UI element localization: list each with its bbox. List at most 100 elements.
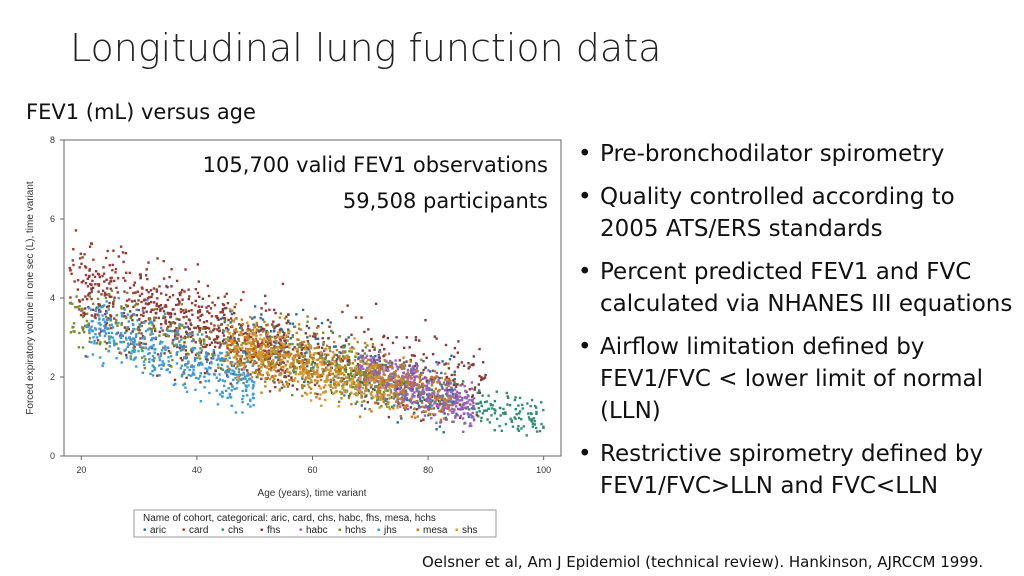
scatter-point-jhs (143, 355, 146, 358)
scatter-point-aric (273, 344, 276, 348)
scatter-point-habc (445, 418, 448, 421)
scatter-point-mesa (283, 385, 286, 388)
scatter-point-shs (387, 401, 390, 404)
scatter-point-fhs (147, 261, 150, 264)
scatter-point-jhs (185, 325, 188, 329)
scatter-point-jhs (185, 390, 189, 394)
scatter-point-fhs (316, 392, 319, 396)
scatter-point-jhs (97, 314, 100, 317)
scatter-point-jhs (249, 398, 252, 401)
scatter-point-mesa (354, 367, 357, 370)
scatter-point-fhs (313, 383, 317, 387)
scatter-point-jhs (228, 392, 231, 396)
scatter-point-shs (254, 335, 258, 338)
scatter-point-hchs (201, 327, 205, 330)
scatter-point-jhs (212, 349, 215, 352)
scatter-point-chs (462, 380, 465, 383)
scatter-point-jhs (164, 348, 167, 351)
scatter-point-shs (279, 373, 282, 377)
scatter-point-aric (340, 351, 343, 355)
scatter-point-habc (435, 371, 439, 375)
scatter-point-card (101, 274, 104, 278)
scatter-point-mesa (251, 329, 255, 332)
scatter-point-chs (516, 427, 519, 431)
scatter-point-mesa (356, 340, 359, 344)
scatter-point-aric (357, 352, 360, 356)
scatter-point-habc (409, 369, 412, 373)
scatter-point-hchs (306, 315, 309, 318)
scatter-point-jhs (182, 383, 185, 387)
scatter-point-card (218, 346, 221, 349)
scatter-point-aric (448, 358, 452, 361)
scatter-point-shs (345, 390, 348, 393)
scatter-point-mesa (419, 390, 422, 394)
scatter-point-mesa (286, 339, 289, 342)
scatter-point-habc (450, 386, 453, 389)
scatter-point-shs (233, 341, 236, 344)
scatter-point-jhs (241, 397, 244, 401)
scatter-point-hchs (141, 346, 145, 349)
scatter-point-habc (473, 419, 476, 422)
scatter-point-mesa (291, 379, 294, 382)
scatter-point-mesa (308, 381, 311, 384)
scatter-point-chs (430, 388, 434, 391)
scatter-point-chs (527, 416, 531, 419)
scatter-point-fhs (405, 360, 408, 363)
scatter-point-mesa (304, 377, 308, 380)
scatter-point-mesa (410, 384, 414, 387)
scatter-point-fhs (142, 299, 146, 302)
scatter-point-shs (365, 360, 368, 363)
scatter-point-card (208, 337, 211, 340)
scatter-point-jhs (145, 299, 149, 302)
scatter-point-fhs (153, 319, 156, 322)
scatter-point-jhs (131, 337, 134, 340)
scatter-point-aric (403, 386, 407, 389)
scatter-point-habc (458, 399, 461, 402)
scatter-point-chs (478, 389, 481, 392)
scatter-point-mesa (382, 382, 386, 385)
scatter-point-shs (276, 331, 280, 334)
scatter-point-chs (514, 396, 517, 399)
scatter-point-hchs (114, 322, 118, 325)
scatter-point-aric (313, 362, 317, 365)
scatter-point-shs (380, 393, 383, 396)
scatter-point-jhs (184, 386, 187, 389)
scatter-point-mesa (351, 362, 354, 365)
scatter-point-mesa (283, 317, 287, 320)
scatter-point-habc (431, 404, 434, 407)
scatter-point-jhs (180, 364, 184, 367)
scatter-point-jhs (94, 333, 97, 336)
scatter-point-fhs (139, 337, 142, 340)
scatter-point-card (110, 326, 113, 330)
scatter-point-aric (246, 352, 249, 355)
scatter-point-card (140, 292, 144, 296)
scatter-point-fhs (311, 335, 315, 338)
scatter-point-card (111, 263, 114, 267)
scatter-point-hchs (169, 325, 172, 328)
scatter-point-card (163, 305, 166, 308)
scatter-point-mesa (344, 364, 347, 367)
scatter-point-aric (396, 421, 399, 424)
scatter-point-fhs (409, 358, 412, 362)
scatter-point-mesa (227, 343, 230, 347)
scatter-point-jhs (230, 404, 233, 407)
scatter-point-shs (366, 363, 370, 366)
scatter-point-shs (319, 393, 322, 396)
scatter-point-shs (353, 337, 356, 340)
scatter-point-habc (406, 376, 410, 379)
scatter-point-chs (358, 371, 361, 374)
scatter-point-shs (272, 368, 276, 371)
scatter-point-fhs (293, 346, 296, 349)
scatter-point-fhs (374, 302, 378, 305)
scatter-point-fhs (197, 326, 201, 330)
slide-title: Longitudinal lung function data (70, 26, 662, 70)
scatter-point-card (204, 325, 207, 329)
scatter-point-mesa (264, 356, 267, 359)
scatter-point-aric (435, 395, 438, 398)
scatter-point-mesa (296, 358, 299, 362)
scatter-point-habc (446, 390, 449, 393)
scatter-point-shs (322, 391, 325, 394)
scatter-point-shs (360, 393, 363, 396)
scatter-point-jhs (105, 300, 108, 303)
scatter-point-mesa (232, 333, 235, 336)
